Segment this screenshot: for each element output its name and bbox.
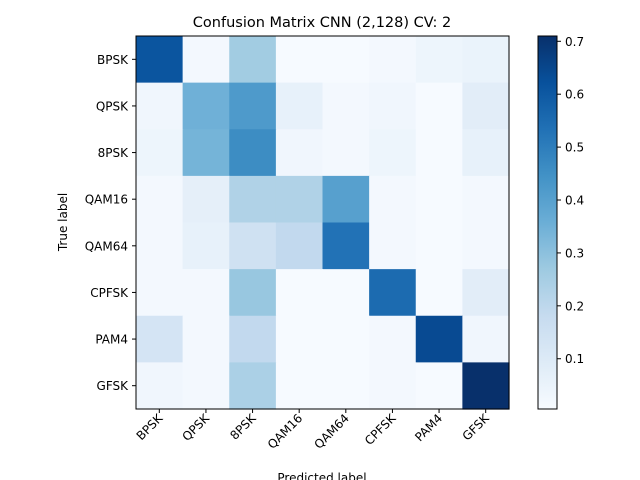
- heatmap-cell-QPSK-QAM16: [275, 82, 324, 130]
- heatmap-cell-CPFSK-BPSK: [136, 269, 184, 317]
- heatmap-cell-BPSK-PAM4: [415, 36, 463, 84]
- heatmap-cell-QPSK-QAM64: [322, 82, 370, 130]
- heatmap-cell-BPSK-CPFSK: [369, 36, 417, 84]
- chart-title: Confusion Matrix CNN (2,128) CV: 2: [193, 15, 451, 31]
- heatmap-cell-QAM16-QAM64: [322, 175, 370, 224]
- colorbar-tick-label: 0.4: [565, 194, 584, 208]
- heatmap-cell-8PSK-QAM64: [322, 129, 370, 177]
- heatmap-cell-PAM4-BPSK: [136, 315, 184, 363]
- heatmap-cell-QPSK-BPSK: [136, 82, 184, 130]
- heatmap-cell-CPFSK-QAM64: [322, 269, 370, 317]
- heatmap-cell-GFSK-BPSK: [136, 362, 184, 410]
- y-tick-label: QAM64: [85, 239, 128, 253]
- heatmap-cell-BPSK-8PSK: [229, 36, 277, 84]
- heatmap-cell-8PSK-QPSK: [182, 129, 230, 177]
- heatmap-cell-QAM64-8PSK: [229, 222, 277, 270]
- heatmap-cell-BPSK-GFSK: [462, 36, 510, 84]
- y-tick-label: QAM16: [85, 193, 128, 207]
- heatmap-cell-PAM4-QAM16: [275, 315, 324, 363]
- x-tick-label: CPFSK: [362, 410, 399, 447]
- y-tick-label: BPSK: [97, 53, 129, 67]
- y-tick-label: QPSK: [96, 99, 129, 113]
- heatmap-cell-PAM4-8PSK: [229, 315, 277, 363]
- heatmap-cell-GFSK-8PSK: [229, 362, 277, 410]
- heatmap-cell-PAM4-QPSK: [182, 315, 230, 363]
- colorbar-ticks: 0.1 0.2 0.3 0.4 0.5 0.6 0.7: [557, 35, 584, 366]
- x-axis-ticks: BPSK QPSK 8PSK QAM16 QAM64 CPFSK PAM4 GFSK: [134, 409, 493, 452]
- y-axis-label: True label: [56, 193, 70, 252]
- heatmap-cell-8PSK-CPFSK: [369, 129, 417, 177]
- heatmap-cell-GFSK-GFSK: [462, 362, 510, 410]
- y-tick-label: 8PSK: [98, 146, 129, 160]
- colorbar-tick-label: 0.6: [565, 88, 584, 102]
- heatmap-cell-QAM64-QPSK: [182, 222, 230, 270]
- heatmap-cell-QAM64-CPFSK: [369, 222, 417, 270]
- heatmap-cell-BPSK-QPSK: [182, 36, 230, 84]
- y-axis-ticks: BPSK QPSK 8PSK QAM16 QAM64 CPFSK PAM4 GFSK: [85, 53, 136, 393]
- heatmap-cell-QPSK-CPFSK: [369, 82, 417, 130]
- heatmap-cell-PAM4-QAM64: [322, 315, 370, 363]
- heatmap-cell-GFSK-CPFSK: [369, 362, 417, 410]
- colorbar-tick-label: 0.5: [565, 141, 584, 155]
- heatmap-cell-GFSK-QPSK: [182, 362, 230, 410]
- heatmap-cell-BPSK-QAM64: [322, 36, 370, 84]
- heatmap-cell-QAM16-GFSK: [462, 175, 510, 224]
- heatmap-cell-QAM16-PAM4: [415, 175, 463, 224]
- y-tick-label: PAM4: [95, 333, 128, 347]
- heatmap-cell-BPSK-BPSK: [136, 36, 184, 84]
- heatmap-cell-QPSK-PAM4: [415, 82, 463, 130]
- x-tick-label: BPSK: [134, 410, 167, 443]
- heatmap-cell-QAM64-QAM64: [322, 222, 370, 270]
- heatmap-cell-CPFSK-CPFSK: [369, 269, 417, 317]
- heatmap-cells: [136, 36, 510, 410]
- heatmap-cell-QPSK-GFSK: [462, 82, 510, 130]
- heatmap-cell-PAM4-GFSK: [462, 315, 510, 363]
- heatmap-cell-PAM4-PAM4: [415, 315, 463, 363]
- heatmap-cell-QAM64-BPSK: [136, 222, 184, 270]
- y-tick-label: GFSK: [97, 379, 130, 393]
- colorbar-tick-label: 0.1: [565, 352, 584, 366]
- heatmap-cell-QPSK-QPSK: [182, 82, 230, 130]
- x-tick-label: PAM4: [412, 411, 445, 444]
- heatmap-cell-QAM64-GFSK: [462, 222, 510, 270]
- heatmap-cell-GFSK-PAM4: [415, 362, 463, 410]
- heatmap-cell-QPSK-8PSK: [229, 82, 277, 130]
- y-tick-label: CPFSK: [90, 286, 129, 300]
- plot-frame: [135, 35, 510, 410]
- colorbar-tick-label: 0.3: [565, 246, 584, 260]
- heatmap-cell-CPFSK-PAM4: [415, 269, 463, 317]
- heatmap-cell-8PSK-GFSK: [462, 129, 510, 177]
- heatmap-cell-8PSK-8PSK: [229, 129, 277, 177]
- heatmap-cell-8PSK-QAM16: [275, 129, 324, 177]
- heatmap-cell-GFSK-QAM16: [275, 362, 324, 410]
- x-tick-label: QAM64: [311, 411, 352, 452]
- heatmap-cell-CPFSK-GFSK: [462, 269, 510, 317]
- heatmap-cell-GFSK-QAM64: [322, 362, 370, 410]
- heatmap-cell-QAM16-QPSK: [182, 175, 230, 224]
- x-tick-label: QAM16: [265, 411, 306, 452]
- x-tick-label: QPSK: [179, 410, 212, 443]
- heatmap-cell-QAM16-8PSK: [229, 175, 277, 224]
- heatmap-cell-CPFSK-QAM16: [275, 269, 324, 317]
- colorbar-tick-label: 0.2: [565, 299, 584, 313]
- heatmap-cell-CPFSK-8PSK: [229, 269, 277, 317]
- heatmap-cell-QAM16-CPFSK: [369, 175, 417, 224]
- heatmap-cell-QAM64-PAM4: [415, 222, 463, 270]
- x-axis-label: Predicted label: [277, 471, 366, 480]
- colorbar-tick-label: 0.7: [565, 35, 584, 49]
- heatmap-cell-PAM4-CPFSK: [369, 315, 417, 363]
- heatmap-cell-QAM16-BPSK: [136, 175, 184, 224]
- heatmap-cell-QAM16-QAM16: [275, 175, 324, 224]
- heatmap-cell-QAM64-QAM16: [275, 222, 324, 270]
- heatmap-cell-8PSK-PAM4: [415, 129, 463, 177]
- x-tick-label: GFSK: [460, 410, 493, 443]
- heatmap-cell-CPFSK-QPSK: [182, 269, 230, 317]
- heatmap-cell-BPSK-QAM16: [275, 36, 324, 84]
- colorbar: [537, 35, 558, 410]
- heatmap-cell-8PSK-BPSK: [136, 129, 184, 177]
- x-tick-label: 8PSK: [227, 410, 259, 442]
